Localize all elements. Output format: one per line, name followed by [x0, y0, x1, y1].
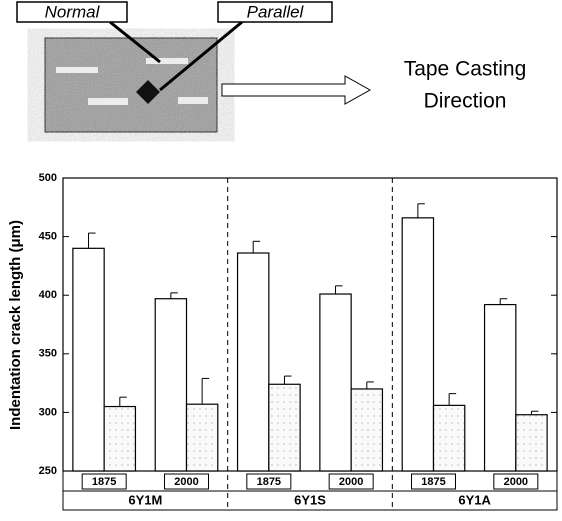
y-tick-label: 350: [39, 348, 57, 360]
bar: [185, 403, 219, 472]
y-tick-label: 500: [39, 172, 57, 184]
x-tick-label: 2000: [174, 476, 198, 488]
pointer: [159, 20, 243, 92]
group-label: 6Y1A: [458, 492, 491, 507]
category-box: [246, 473, 292, 490]
category-box: [81, 473, 127, 490]
direction-label: Tape Casting: [404, 58, 527, 81]
bar: [401, 217, 435, 472]
y-tick-label: 450: [39, 231, 57, 243]
micrograph-mark: [178, 97, 208, 104]
micrograph-texture: [45, 38, 217, 132]
micrograph-mark: [146, 58, 188, 64]
diagram: Normal Parallel Tape Casting Direction: [16, 1, 527, 133]
y-tick-label: 300: [39, 406, 57, 418]
label-box: [16, 1, 128, 23]
plot-frame: [62, 177, 558, 472]
category-box: [164, 473, 209, 490]
y-tick-label: 400: [39, 289, 57, 301]
bar: [154, 298, 188, 472]
bar: [236, 252, 270, 472]
normal-label: Normal: [45, 2, 101, 21]
bar: [483, 303, 517, 472]
category-box: [328, 473, 374, 490]
parallel-label: Parallel: [247, 2, 305, 21]
bar: [72, 247, 105, 472]
bar: [268, 383, 301, 472]
direction-label: Direction: [424, 90, 507, 113]
bar: [432, 404, 466, 472]
bar: [319, 293, 352, 472]
bar: [103, 405, 137, 472]
y-tick-label: 250: [39, 465, 57, 477]
x-tick-label: 2000: [339, 476, 363, 488]
micrograph-mark: [56, 67, 98, 73]
micrograph-mark: [88, 98, 128, 105]
label-box: [217, 1, 333, 23]
pointer: [109, 20, 161, 64]
direction-arrow: [221, 75, 372, 105]
group-label: 6Y1M: [128, 492, 162, 507]
category-box: [411, 473, 456, 490]
bar: [515, 414, 548, 472]
y-axis-label: Indentation crack length (μm): [7, 220, 24, 430]
category-box: [493, 473, 539, 490]
indent: [136, 80, 160, 104]
x-tick-label: 1875: [92, 476, 116, 488]
x-tick-label: 1875: [421, 476, 445, 488]
x-tick-label: 2000: [504, 476, 528, 488]
bar: [350, 388, 384, 472]
x-tick-label: 1875: [257, 476, 281, 488]
group-label: 6Y1S: [294, 492, 326, 507]
